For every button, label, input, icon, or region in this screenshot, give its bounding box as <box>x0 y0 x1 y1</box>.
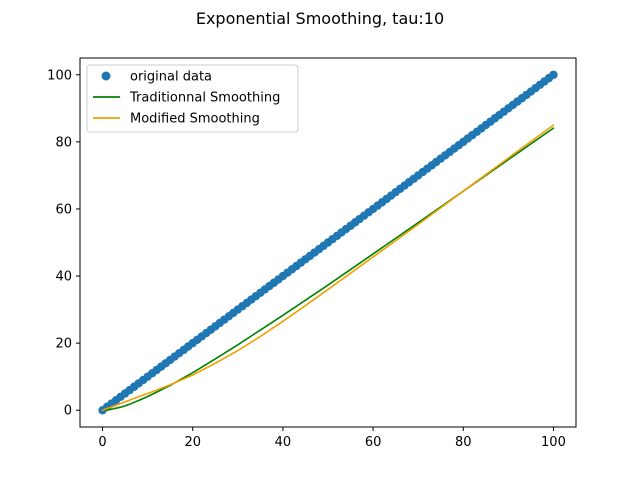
legend-label: Traditionnal Smoothing <box>129 91 280 106</box>
series-2-line <box>101 124 555 412</box>
x-tick-label: 0 <box>98 435 106 450</box>
legend-marker <box>101 71 111 81</box>
y-tick-label: 100 <box>47 68 72 83</box>
y-tick-label: 20 <box>55 337 72 352</box>
legend-entry-2: Modified Smoothing <box>93 112 260 127</box>
series-1-line <box>101 127 555 412</box>
legend-label: original data <box>130 70 212 85</box>
axes: 0 20 40 60 80 100 0 20 40 60 80 100 <box>47 57 577 450</box>
chart-title: Exponential Smoothing, tau:10 <box>196 9 444 28</box>
legend-entry-0: original data <box>101 70 212 85</box>
y-tick-label: 40 <box>55 270 72 285</box>
y-tick-label: 60 <box>55 202 72 217</box>
x-tick-label: 60 <box>365 435 382 450</box>
legend-entry-1: Traditionnal Smoothing <box>93 91 280 106</box>
y-tick-label: 0 <box>64 404 72 419</box>
legend-label: Modified Smoothing <box>130 112 260 127</box>
legend-box <box>86 64 299 133</box>
plot-area <box>98 70 558 415</box>
x-tick-label: 100 <box>541 435 566 450</box>
data-point <box>549 70 558 79</box>
series-0-points <box>98 70 558 415</box>
series-group <box>98 70 558 415</box>
axes-frame <box>79 57 577 428</box>
x-tick-label: 40 <box>275 435 292 450</box>
y-tick-label: 80 <box>55 135 72 150</box>
x-tick-label: 20 <box>184 435 201 450</box>
legend: original data Traditionnal Smoothing Modif… <box>86 64 299 133</box>
x-tick-label: 80 <box>455 435 472 450</box>
